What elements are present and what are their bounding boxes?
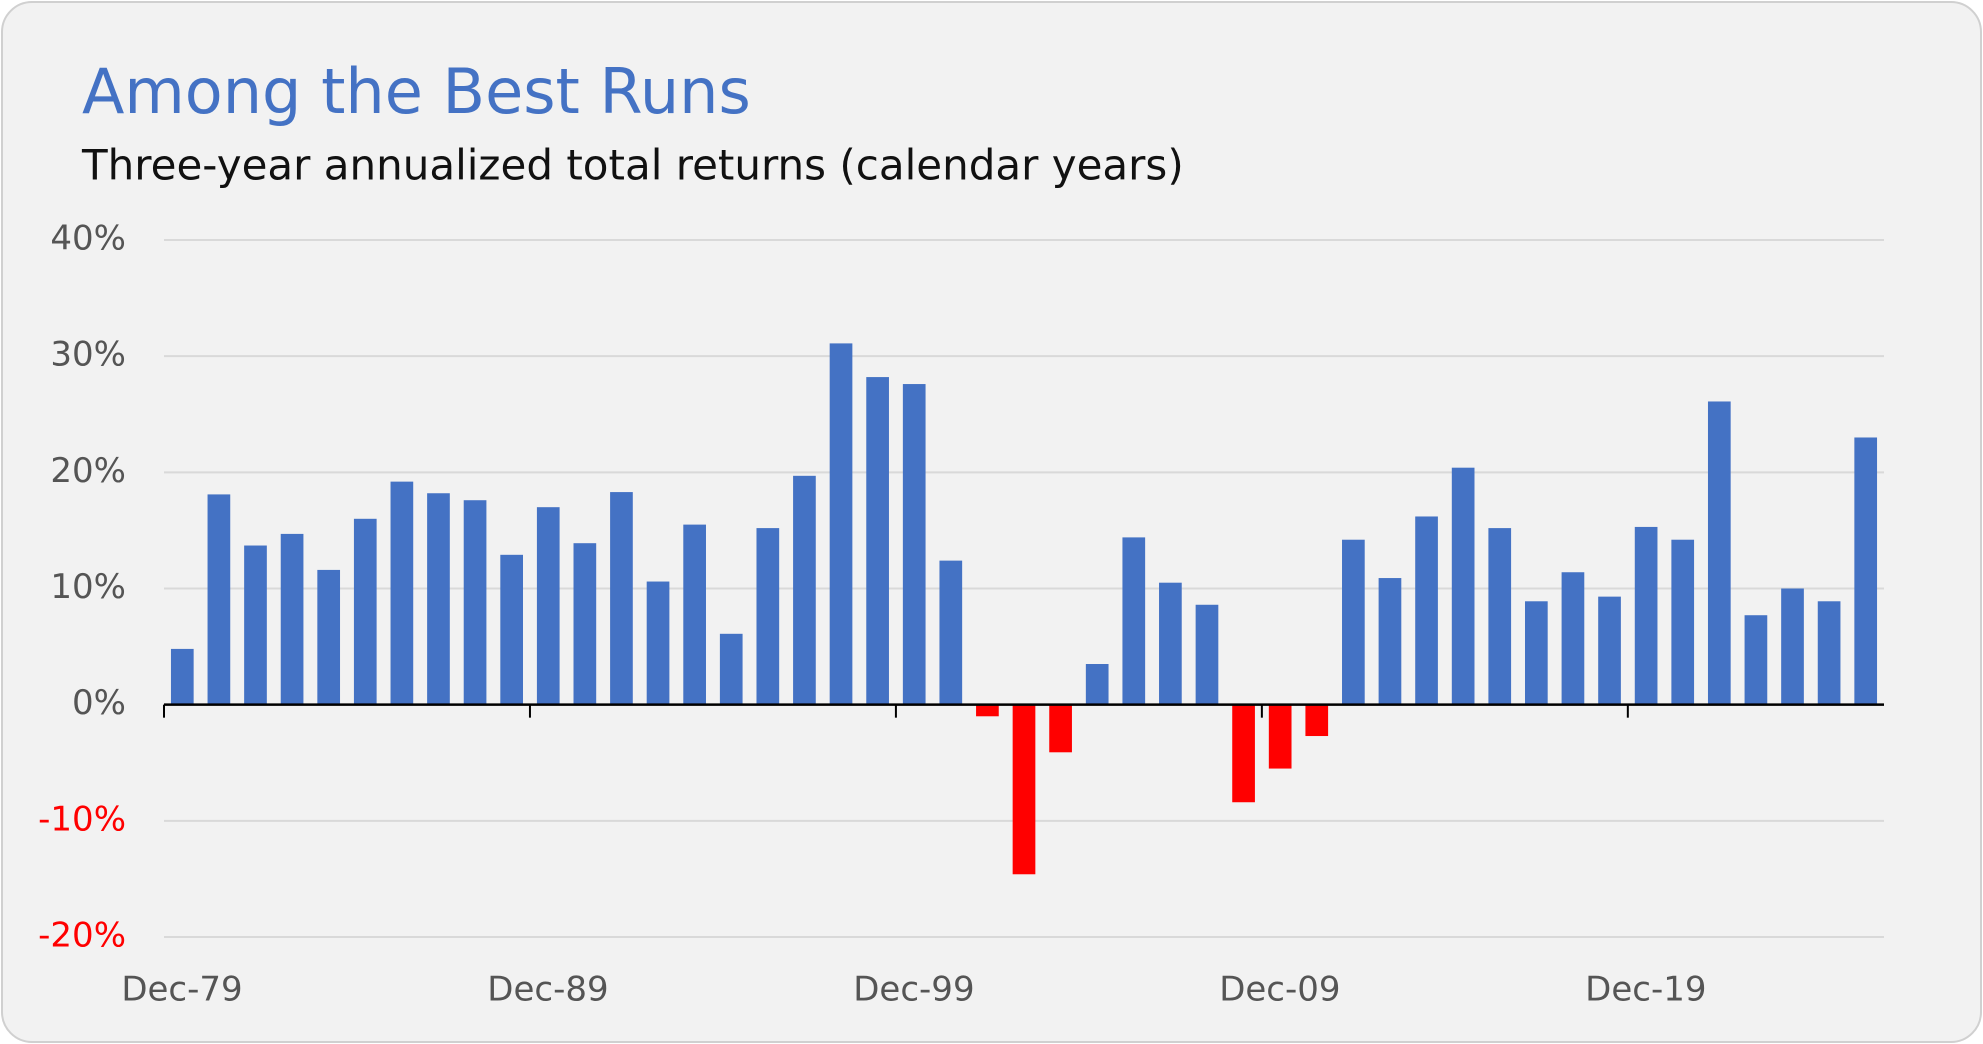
bar — [939, 560, 963, 705]
y-tick-label: -10% — [38, 799, 126, 839]
bar — [1598, 596, 1621, 705]
bar — [1451, 467, 1475, 705]
bar — [536, 507, 560, 705]
bar — [1159, 582, 1182, 705]
x-tick-label: Dec-99 — [853, 970, 974, 1010]
chart-subtitle: Three-year annualized total returns (cal… — [81, 141, 1184, 190]
bar — [1634, 526, 1658, 705]
bar — [317, 569, 341, 705]
bar — [1817, 601, 1841, 705]
y-tick-label: 20% — [50, 451, 126, 491]
bar — [573, 543, 597, 705]
bar — [756, 528, 780, 705]
x-tick-label: Dec-09 — [1219, 970, 1340, 1010]
y-tick-label: 0% — [72, 683, 126, 723]
x-tick-label: Dec-79 — [121, 970, 242, 1010]
bar — [1744, 615, 1768, 705]
bar — [1305, 704, 1329, 737]
bar — [1268, 704, 1292, 769]
bar — [1049, 704, 1072, 753]
bar — [1195, 604, 1219, 705]
bar — [829, 343, 853, 705]
bar — [719, 633, 743, 705]
bar — [1378, 578, 1402, 705]
bar — [244, 545, 267, 705]
bar — [1232, 704, 1255, 803]
bar — [866, 377, 889, 705]
bar — [1707, 401, 1731, 705]
bar — [463, 500, 487, 705]
bar — [390, 481, 414, 705]
bar — [976, 704, 999, 717]
bar — [353, 518, 377, 705]
y-tick-label: 40% — [50, 219, 126, 259]
bar — [1524, 601, 1548, 705]
bar — [500, 554, 524, 705]
bar — [1561, 572, 1585, 705]
bar — [170, 648, 194, 705]
bar — [427, 493, 450, 705]
y-tick-label: -20% — [38, 916, 126, 956]
bar — [902, 384, 926, 705]
bar — [683, 524, 706, 705]
bar — [1781, 588, 1804, 705]
x-tick-label: Dec-19 — [1585, 970, 1706, 1010]
y-tick-label: 10% — [50, 567, 126, 607]
bar — [646, 581, 670, 705]
y-tick-label: 30% — [50, 335, 126, 375]
chart-title: Among the Best Runs — [82, 55, 751, 128]
bar — [1122, 537, 1146, 705]
bar — [1415, 516, 1438, 705]
bar — [610, 492, 633, 705]
bar — [1488, 528, 1512, 705]
bar — [207, 494, 231, 705]
bar — [1671, 539, 1695, 705]
bar — [280, 533, 304, 705]
bar — [793, 475, 816, 705]
bar — [1854, 437, 1878, 705]
x-tick-label: Dec-89 — [487, 970, 608, 1010]
bar — [1012, 704, 1036, 875]
bar — [1342, 539, 1365, 705]
bar — [1085, 664, 1109, 705]
